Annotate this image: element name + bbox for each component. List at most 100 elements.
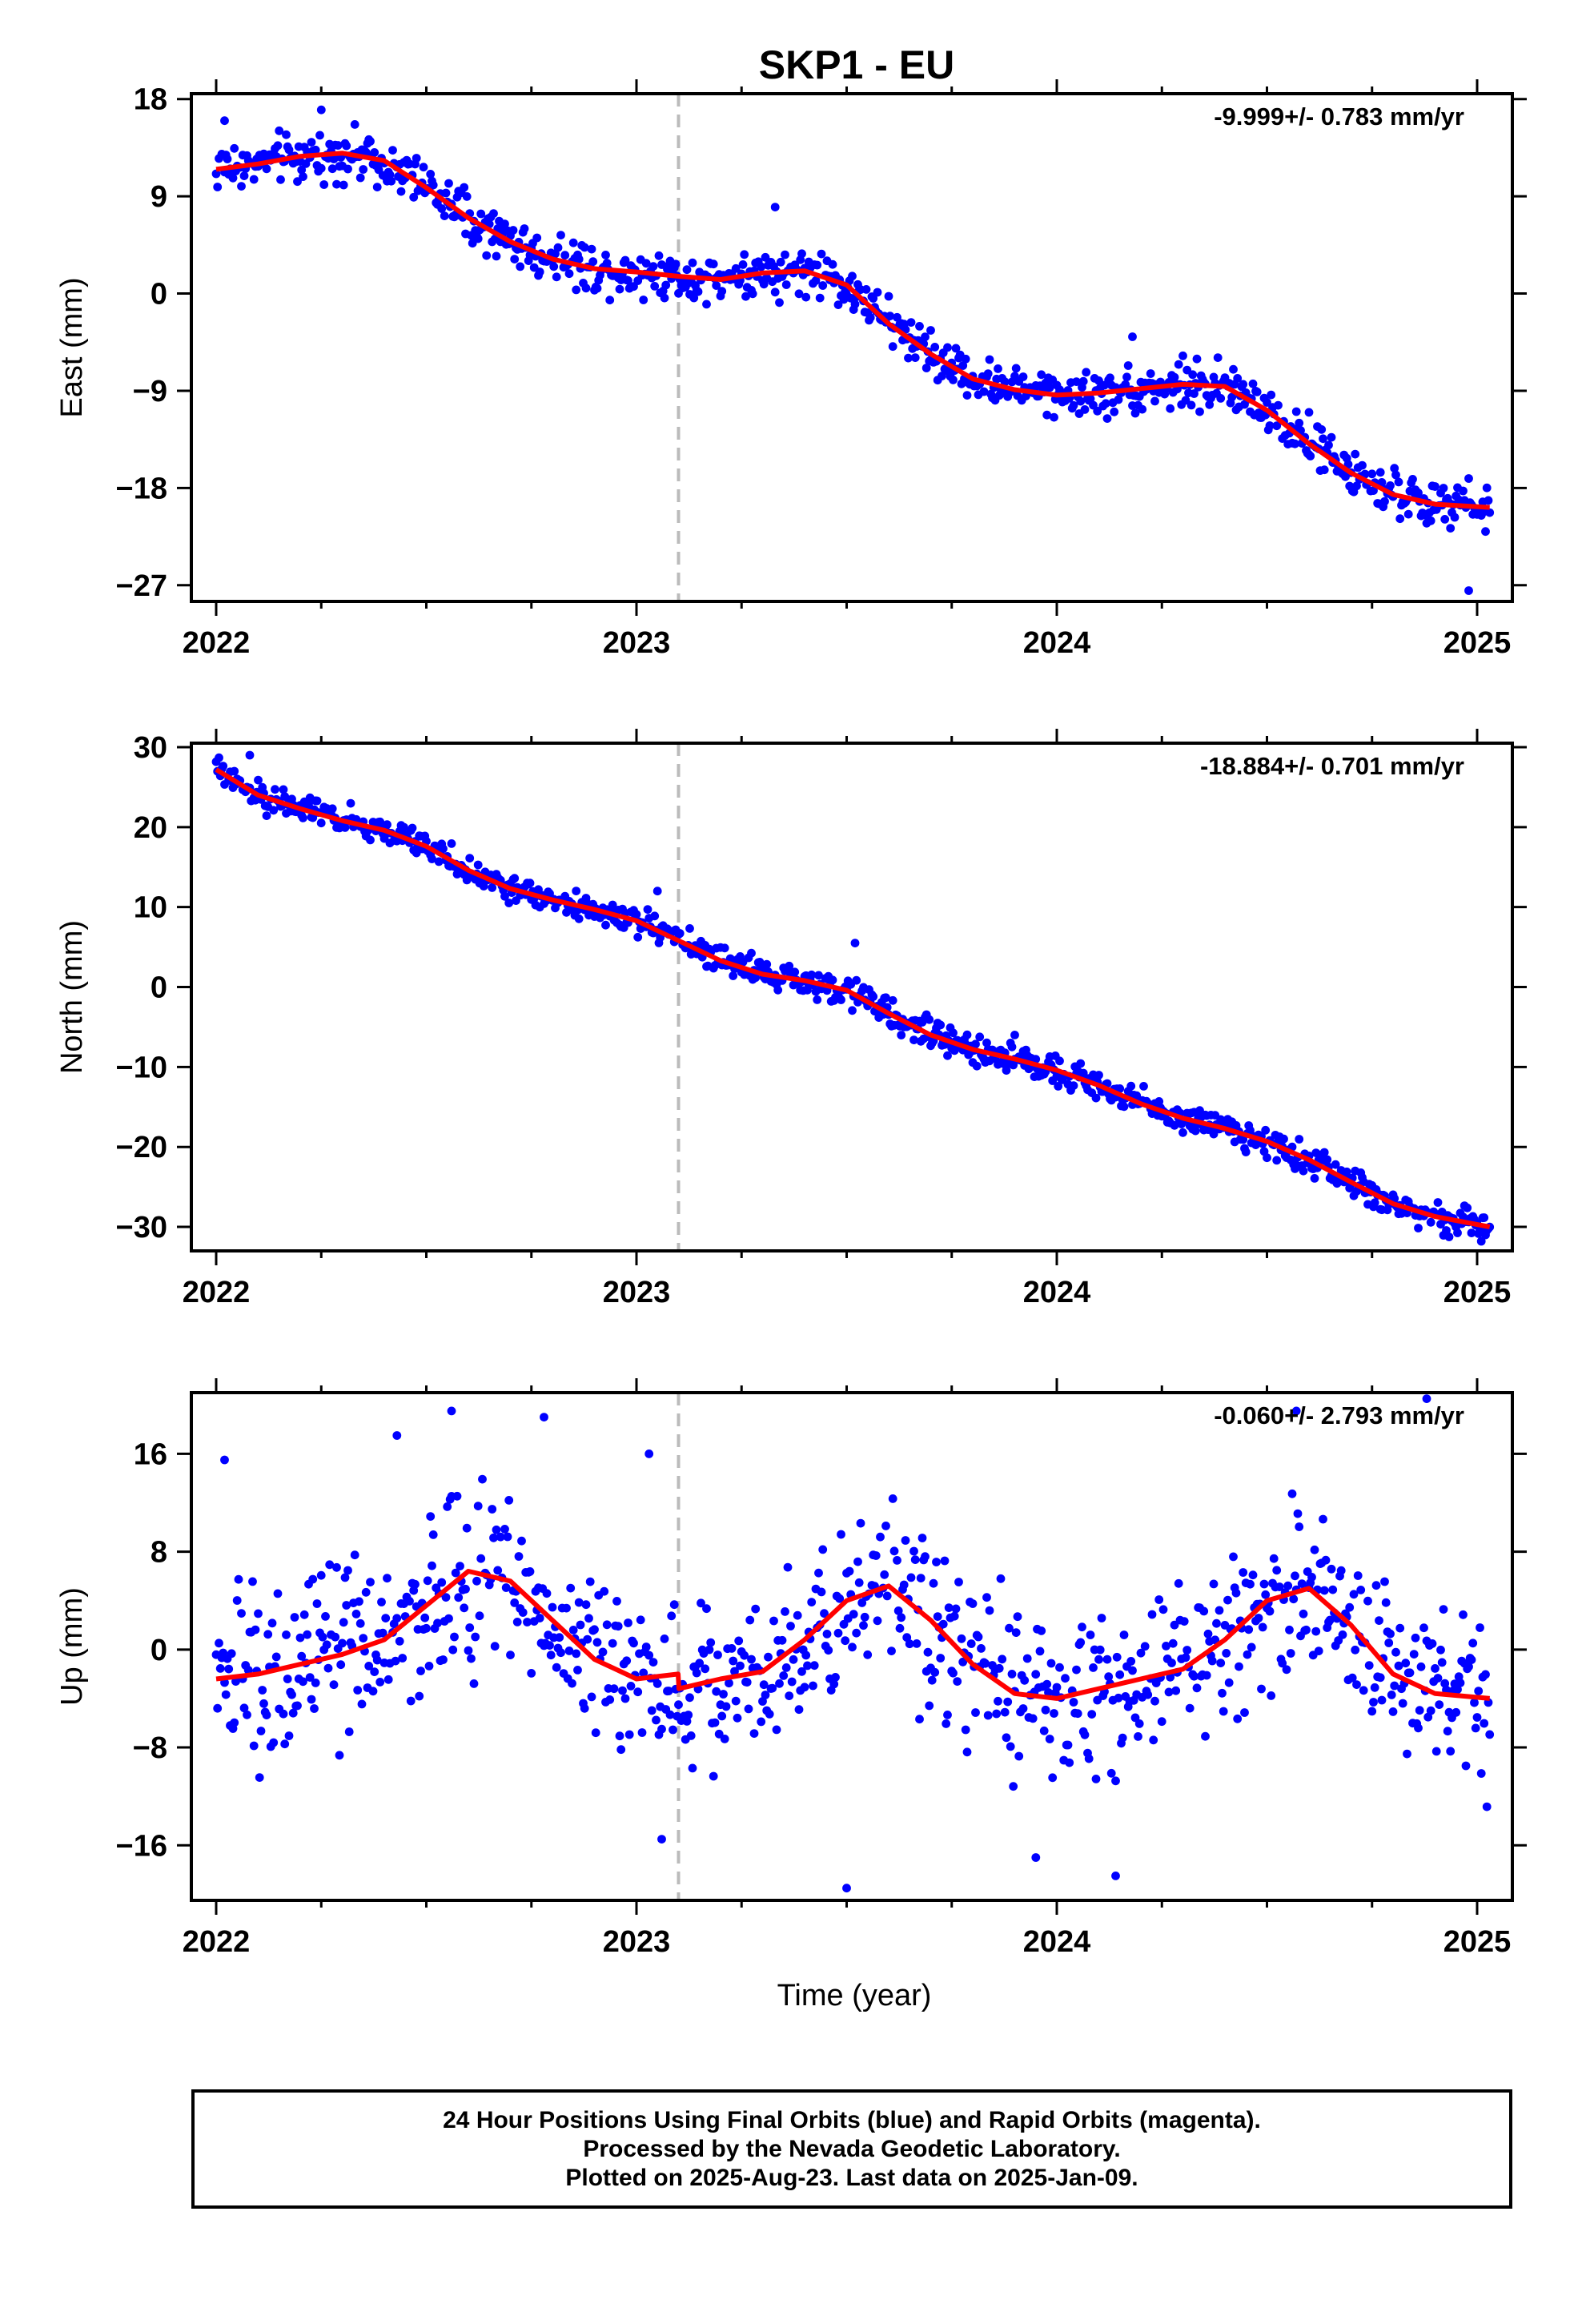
data-point	[1463, 1203, 1472, 1212]
data-point	[464, 1646, 473, 1655]
data-point	[1114, 395, 1123, 404]
chart-title: SKP1 - EU	[759, 42, 955, 87]
data-point	[1408, 475, 1417, 484]
data-point	[500, 891, 509, 901]
data-point	[1239, 380, 1248, 389]
y-tick-label: 30	[134, 731, 167, 765]
data-point	[1364, 1661, 1374, 1671]
data-point	[1291, 1406, 1301, 1416]
data-point	[730, 1667, 739, 1676]
data-point	[1185, 1703, 1195, 1713]
data-point	[957, 1634, 966, 1643]
data-point	[540, 1413, 548, 1421]
data-point	[1321, 1555, 1331, 1565]
footer-line-3: Plotted on 2025-Aug-23. Last data on 202…	[565, 2164, 1138, 2191]
data-point	[880, 1570, 889, 1579]
data-point	[781, 1607, 789, 1616]
data-point	[829, 1679, 839, 1689]
data-point	[535, 1614, 544, 1622]
data-point	[647, 1706, 656, 1715]
data-point	[1003, 1697, 1013, 1707]
data-point	[255, 1773, 264, 1783]
data-point	[652, 1679, 662, 1688]
data-point	[648, 1658, 658, 1667]
y-tick-label: 0	[151, 1634, 167, 1667]
data-point	[966, 1639, 976, 1648]
x-tick-label: 2025	[1443, 626, 1512, 660]
data-point	[888, 342, 897, 352]
data-point	[1279, 1134, 1288, 1144]
data-point	[1048, 1773, 1058, 1783]
data-point	[930, 343, 940, 352]
data-point	[359, 1634, 368, 1642]
data-point	[392, 1431, 402, 1440]
data-point	[815, 293, 825, 303]
data-point	[312, 796, 322, 806]
data-point	[303, 1630, 312, 1639]
data-point	[1231, 1588, 1241, 1598]
x-tick-label: 2024	[1023, 1276, 1091, 1309]
data-point	[845, 1566, 854, 1576]
data-point	[1143, 1690, 1153, 1699]
data-point	[535, 267, 544, 276]
data-point	[688, 1763, 697, 1773]
data-point	[428, 180, 438, 190]
data-point	[279, 785, 288, 794]
data-point	[504, 899, 514, 907]
data-point	[740, 250, 749, 259]
data-point	[440, 211, 449, 220]
data-point	[657, 1724, 666, 1734]
y-tick-label: 18	[134, 83, 167, 117]
data-point	[299, 814, 307, 822]
data-point	[759, 1680, 769, 1690]
data-point	[1452, 1707, 1461, 1717]
data-point	[467, 1654, 476, 1663]
data-point	[1263, 1153, 1271, 1163]
data-point	[1272, 1566, 1282, 1575]
data-point	[951, 344, 961, 353]
data-point	[503, 1532, 512, 1542]
data-point	[725, 1679, 733, 1688]
data-point	[943, 343, 952, 352]
data-point	[817, 249, 826, 259]
data-point	[1195, 407, 1204, 416]
data-point	[1181, 1653, 1191, 1663]
data-point	[1181, 396, 1191, 405]
data-point	[1384, 1638, 1394, 1647]
data-point	[395, 1636, 404, 1646]
data-point	[1149, 1735, 1158, 1745]
data-point	[1358, 460, 1367, 470]
data-point	[837, 995, 845, 1004]
data-point	[1369, 486, 1378, 495]
data-point	[525, 1567, 535, 1576]
data-point	[1192, 354, 1202, 364]
data-point	[1435, 1700, 1444, 1710]
data-point	[267, 1618, 277, 1628]
data-point	[837, 1530, 845, 1539]
data-point	[568, 1626, 578, 1634]
data-point	[556, 1648, 565, 1658]
data-point	[1222, 1649, 1231, 1658]
data-point	[542, 1589, 552, 1598]
data-point	[1297, 1579, 1307, 1588]
data-point	[1191, 1126, 1200, 1136]
data-point	[612, 1597, 621, 1606]
data-point	[370, 148, 379, 157]
y-tick-label: −27	[116, 569, 167, 603]
data-point	[461, 1584, 470, 1594]
data-point	[629, 1638, 638, 1648]
data-point	[359, 165, 368, 174]
data-point	[1248, 1570, 1258, 1580]
data-point	[396, 187, 406, 196]
data-point	[1227, 392, 1237, 402]
data-point	[1386, 481, 1395, 490]
data-point	[1178, 351, 1187, 360]
data-point	[1115, 1084, 1125, 1093]
data-point	[1031, 1055, 1041, 1063]
data-point	[1010, 1031, 1019, 1039]
data-point	[287, 1690, 296, 1699]
data-point	[1014, 1751, 1024, 1761]
data-point	[709, 259, 718, 269]
data-point	[273, 1589, 283, 1598]
data-point	[925, 1701, 934, 1711]
